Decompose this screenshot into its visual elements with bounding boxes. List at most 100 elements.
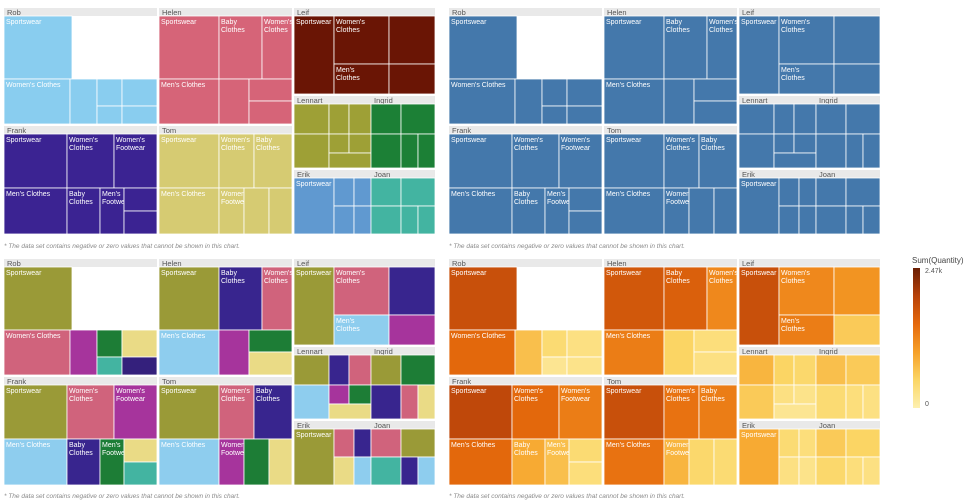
tile-lennart-men-s-footwear[interactable] bbox=[348, 133, 372, 154]
tile-frank-men-s-clothes[interactable] bbox=[449, 187, 513, 235]
tile-frank-accessories[interactable] bbox=[568, 210, 603, 235]
tile-frank-women-s-clothes[interactable] bbox=[66, 133, 115, 189]
tile-leif-men-s-clothes[interactable] bbox=[778, 314, 835, 346]
tile-erik-kids[interactable] bbox=[333, 456, 355, 486]
tile-frank-kids[interactable] bbox=[123, 187, 158, 212]
tile-helen-sportswear[interactable] bbox=[603, 15, 665, 80]
tile-ingrid-men-s-footwear[interactable] bbox=[845, 103, 881, 135]
tile-ingrid-sportswear[interactable] bbox=[815, 354, 847, 386]
tile-ingrid-baby-clothes[interactable] bbox=[370, 384, 402, 420]
tile-rob-women-s-clothes[interactable] bbox=[449, 78, 516, 125]
tile-leif-baby-clothes[interactable] bbox=[388, 15, 436, 65]
tile-lennart-women-s-footwear[interactable] bbox=[328, 133, 350, 154]
tile-frank-sportswear[interactable] bbox=[449, 384, 513, 440]
tile-joan-baby-clothes[interactable] bbox=[845, 456, 864, 486]
tile-leif-sportswear[interactable] bbox=[293, 266, 335, 346]
tile-tom-men-s-footwear[interactable] bbox=[243, 187, 270, 235]
treemap-by-measure[interactable]: Rob Sportswear Baby Clothes Men's Clothes Wome… bbox=[449, 259, 909, 487]
tile-lennart-women-s-clothes[interactable] bbox=[793, 354, 817, 386]
tile-lennart-women-s-clothes[interactable] bbox=[793, 103, 817, 135]
tile-ingrid-sportswear[interactable] bbox=[370, 354, 402, 386]
tile-joan-baby-clothes[interactable] bbox=[845, 205, 864, 235]
tile-tom-men-s-clothes[interactable] bbox=[603, 438, 665, 486]
tile-joan-men-s-clothes[interactable] bbox=[862, 205, 881, 235]
treemap-single-color[interactable]: Rob Sportswear Baby Clothes Men's Clothes Wome… bbox=[449, 8, 881, 236]
tile-leif-men-s-clothes[interactable] bbox=[333, 314, 390, 346]
tile-helen-women-s-footwear[interactable] bbox=[218, 329, 250, 376]
tile-frank-accessories[interactable] bbox=[123, 210, 158, 235]
tile-frank-accessories[interactable] bbox=[123, 461, 158, 486]
tile-frank-accessories[interactable] bbox=[568, 461, 603, 486]
tile-leif-women-s-clothes[interactable] bbox=[333, 15, 390, 65]
tile-helen-men-s-clothes[interactable] bbox=[158, 329, 220, 376]
tile-erik-women-s-clothes[interactable] bbox=[778, 177, 800, 207]
tile-ingrid-baby-clothes[interactable] bbox=[815, 384, 847, 420]
tile-joan-accessories[interactable] bbox=[815, 456, 847, 486]
tile-helen-women-s-footwear[interactable] bbox=[218, 78, 250, 125]
tile-lennart-sportswear[interactable] bbox=[293, 354, 330, 386]
tile-joan-women-s-clothes[interactable] bbox=[370, 428, 402, 458]
tile-lennart-women-s-footwear[interactable] bbox=[773, 133, 795, 154]
tile-rob-women-s-footwear[interactable] bbox=[514, 78, 543, 125]
tile-tom-men-s-clothes[interactable] bbox=[158, 187, 220, 235]
tile-erik-baby-clothes[interactable] bbox=[353, 177, 372, 207]
tile-rob-accessories[interactable] bbox=[541, 105, 568, 125]
tile-lennart-women-s-clothes[interactable] bbox=[348, 354, 372, 386]
tile-erik-sportswear[interactable] bbox=[293, 428, 335, 486]
tile-ingrid-women-s-clothes[interactable] bbox=[400, 384, 419, 420]
tile-tom-women-s-clothes[interactable] bbox=[663, 133, 700, 189]
tile-ingrid-men-s-footwear[interactable] bbox=[400, 354, 436, 386]
tile-ingrid-men-s-footwear[interactable] bbox=[845, 354, 881, 386]
tile-erik-sportswear[interactable] bbox=[293, 177, 335, 235]
tile-rob-shoes[interactable] bbox=[121, 105, 158, 125]
tile-leif-women-s-footwear[interactable] bbox=[833, 63, 881, 95]
tile-ingrid-kids[interactable] bbox=[862, 133, 881, 169]
tile-erik-women-s-clothes[interactable] bbox=[333, 428, 355, 458]
tile-tom-sportswear[interactable] bbox=[158, 133, 220, 189]
tile-helen-sportswear[interactable] bbox=[603, 266, 665, 331]
tile-lennart-men-s-clothes[interactable] bbox=[293, 133, 330, 169]
tile-rob-accessories[interactable] bbox=[96, 356, 123, 376]
tile-leif-sportswear[interactable] bbox=[738, 15, 780, 95]
tile-frank-baby-clothes[interactable] bbox=[66, 187, 101, 235]
tile-lennart-baby-clothes[interactable] bbox=[773, 354, 795, 386]
tile-leif-women-s-footwear[interactable] bbox=[388, 314, 436, 346]
tile-erik-kids[interactable] bbox=[778, 456, 800, 486]
tile-rob-kids[interactable] bbox=[566, 78, 603, 107]
tile-ingrid-sportswear[interactable] bbox=[370, 103, 402, 135]
tile-frank-men-s-footwear[interactable] bbox=[99, 187, 125, 235]
tile-ingrid-baby-clothes[interactable] bbox=[370, 133, 402, 169]
tile-joan-accessories[interactable] bbox=[370, 205, 402, 235]
tile-helen-men-s-footwear[interactable] bbox=[248, 78, 293, 102]
tile-helen-baby-clothes[interactable] bbox=[663, 266, 708, 331]
tile-helen-women-s-footwear[interactable] bbox=[663, 78, 695, 125]
tile-helen-kids[interactable] bbox=[693, 100, 738, 125]
tile-erik-sportswear[interactable] bbox=[738, 177, 780, 235]
tile-tom-women-s-footwear[interactable] bbox=[663, 187, 690, 235]
tile-leif-baby-clothes[interactable] bbox=[388, 266, 436, 316]
tile-rob-women-s-footwear[interactable] bbox=[514, 329, 543, 376]
tile-lennart-women-s-footwear[interactable] bbox=[773, 384, 795, 405]
tile-rob-kids[interactable] bbox=[566, 329, 603, 358]
tile-tom-men-s-clothes[interactable] bbox=[158, 438, 220, 486]
tile-rob-men-s-footwear[interactable] bbox=[541, 78, 568, 107]
tile-frank-sportswear[interactable] bbox=[449, 133, 513, 189]
tile-tom-kids[interactable] bbox=[713, 438, 738, 486]
tile-frank-kids[interactable] bbox=[568, 438, 603, 463]
tile-leif-women-s-clothes[interactable] bbox=[333, 266, 390, 316]
tile-tom-men-s-footwear[interactable] bbox=[688, 187, 715, 235]
tile-rob-men-s-footwear[interactable] bbox=[96, 78, 123, 107]
tile-erik-baby-clothes[interactable] bbox=[798, 428, 817, 458]
tile-frank-men-s-clothes[interactable] bbox=[4, 438, 68, 486]
tile-rob-accessories[interactable] bbox=[541, 356, 568, 376]
tile-tom-women-s-clothes[interactable] bbox=[218, 133, 255, 189]
tile-lennart-men-s-footwear[interactable] bbox=[793, 384, 817, 405]
tile-frank-women-s-footwear[interactable] bbox=[558, 133, 603, 189]
tile-joan-accessories[interactable] bbox=[815, 205, 847, 235]
tile-joan-accessories[interactable] bbox=[370, 456, 402, 486]
tile-rob-sportswear[interactable] bbox=[449, 266, 518, 331]
tile-ingrid-baby-clothes[interactable] bbox=[815, 133, 847, 169]
tile-ingrid-men-s-footwear[interactable] bbox=[400, 103, 436, 135]
treemap-by-person[interactable]: Rob Sportswear Baby Clothes Men's Clothes Wome… bbox=[4, 8, 436, 236]
tile-tom-men-s-clothes[interactable] bbox=[603, 187, 665, 235]
